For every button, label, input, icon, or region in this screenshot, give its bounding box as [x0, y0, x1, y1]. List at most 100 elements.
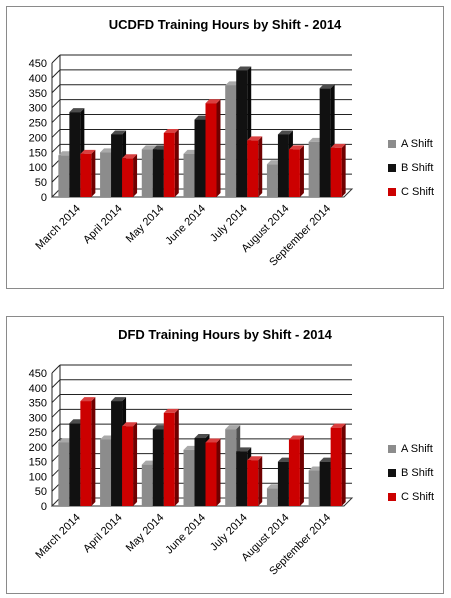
x-tick-label: April 2014 — [81, 512, 125, 556]
bar-top — [163, 128, 179, 133]
y-tick-label: 250 — [29, 118, 47, 130]
gridline-diagonal — [51, 379, 61, 389]
bar-front — [194, 438, 206, 506]
bar-front — [236, 451, 248, 506]
bar-side — [299, 145, 304, 197]
bar-front — [111, 134, 123, 197]
bar-top — [225, 425, 241, 430]
bar-top — [80, 397, 96, 402]
bar-front — [163, 132, 175, 197]
bar-front — [122, 426, 134, 506]
bar-front — [308, 141, 320, 197]
bar-top — [247, 136, 263, 141]
y-tick-label: 200 — [29, 132, 47, 144]
bar-top — [163, 408, 179, 413]
bar-front — [58, 155, 70, 197]
bar-front — [247, 140, 259, 197]
bar-top — [277, 130, 293, 135]
bar-front — [152, 429, 164, 506]
y-tick-label: 450 — [29, 368, 47, 380]
y-tick-label: 300 — [29, 412, 47, 424]
bar-front — [122, 158, 134, 197]
y-tick-label: 100 — [29, 471, 47, 483]
gridline-diagonal — [51, 84, 61, 94]
y-tick-label: 100 — [29, 162, 47, 174]
bar-front — [152, 149, 164, 197]
gridline-diagonal — [51, 99, 61, 109]
bar-c-shift — [122, 422, 138, 506]
bar-top — [205, 99, 221, 104]
y-tick-label: 350 — [29, 88, 47, 100]
y-tick-label: 150 — [29, 457, 47, 469]
bar-top — [319, 84, 335, 89]
y-tick-label: 250 — [29, 427, 47, 439]
gridline-diagonal — [51, 408, 61, 418]
bar-front — [163, 412, 175, 506]
legend-swatch — [388, 140, 396, 148]
bar-top — [111, 397, 127, 402]
bar-front — [58, 442, 70, 506]
x-tick-label: July 2014 — [208, 512, 250, 554]
bar-c-shift — [163, 408, 179, 506]
legend-label: A Shift — [401, 443, 433, 455]
bar-c-shift — [80, 397, 96, 506]
bar-front — [141, 464, 153, 506]
bar-c-shift — [247, 456, 263, 506]
x-tick-label: April 2014 — [81, 203, 125, 247]
chart-ucdfd: UCDFD Training Hours by Shift - 2014 0 50… — [6, 6, 444, 289]
bar-side — [174, 408, 179, 506]
bar-front — [319, 88, 331, 197]
bar-front — [277, 134, 289, 197]
chart-plot-area: 0 50 100 150 200 250 300 350 400 450 March 2014Apr… — [29, 54, 354, 269]
bar-front — [225, 85, 237, 197]
bar-front — [194, 119, 206, 197]
y-tick-label: 400 — [29, 383, 47, 395]
bar-top — [330, 423, 346, 428]
chart-title: UCDFD Training Hours by Shift - 2014 — [108, 17, 342, 32]
y-tick-label: 50 — [35, 486, 47, 498]
bar-front — [266, 164, 278, 197]
legend-item-c-shift: C Shift — [388, 180, 434, 204]
legend-label: B Shift — [401, 467, 434, 479]
bar-front — [319, 461, 331, 506]
bar-front — [330, 147, 342, 197]
bar-c-shift — [122, 154, 138, 197]
bar-front — [80, 153, 92, 197]
bar-side — [258, 136, 263, 197]
bar-front — [277, 461, 289, 506]
gridline-diagonal — [51, 423, 61, 433]
bar-top — [330, 143, 346, 148]
bar-side — [341, 423, 346, 506]
x-tick-label: June 2014 — [163, 512, 208, 557]
legend-swatch — [388, 188, 396, 196]
bar-c-shift — [330, 423, 346, 506]
bar-front — [205, 103, 217, 197]
legend-item-a-shift: A Shift — [388, 437, 434, 461]
bar-side — [341, 143, 346, 197]
chart-plot-area: 0 50 100 150 200 250 300 350 400 450 March 2014Apr… — [29, 364, 354, 578]
bar-top — [80, 149, 96, 154]
bar-top — [69, 108, 85, 113]
bar-top — [288, 145, 304, 150]
bar-c-shift — [163, 128, 179, 197]
bar-top — [247, 456, 263, 461]
bar-front — [141, 149, 153, 197]
x-tick-label: March 2014 — [33, 203, 83, 253]
bar-top — [122, 154, 138, 159]
chart-title: DFD Training Hours by Shift - 2014 — [118, 327, 332, 342]
y-tick-label: 400 — [29, 73, 47, 85]
bar-front — [288, 439, 300, 506]
bar-side — [91, 149, 96, 197]
bar-c-shift — [288, 145, 304, 197]
bar-front — [308, 470, 320, 506]
legend-swatch — [388, 164, 396, 172]
bar-c-shift — [80, 149, 96, 197]
bar-front — [266, 488, 278, 506]
bar-front — [183, 153, 195, 197]
bar-top — [236, 447, 252, 452]
legend-swatch — [388, 469, 396, 477]
y-tick-label: 450 — [29, 58, 47, 70]
bar-c-shift — [288, 435, 304, 506]
gridline-diagonal — [51, 394, 61, 403]
legend-item-b-shift: B Shift — [388, 461, 434, 485]
